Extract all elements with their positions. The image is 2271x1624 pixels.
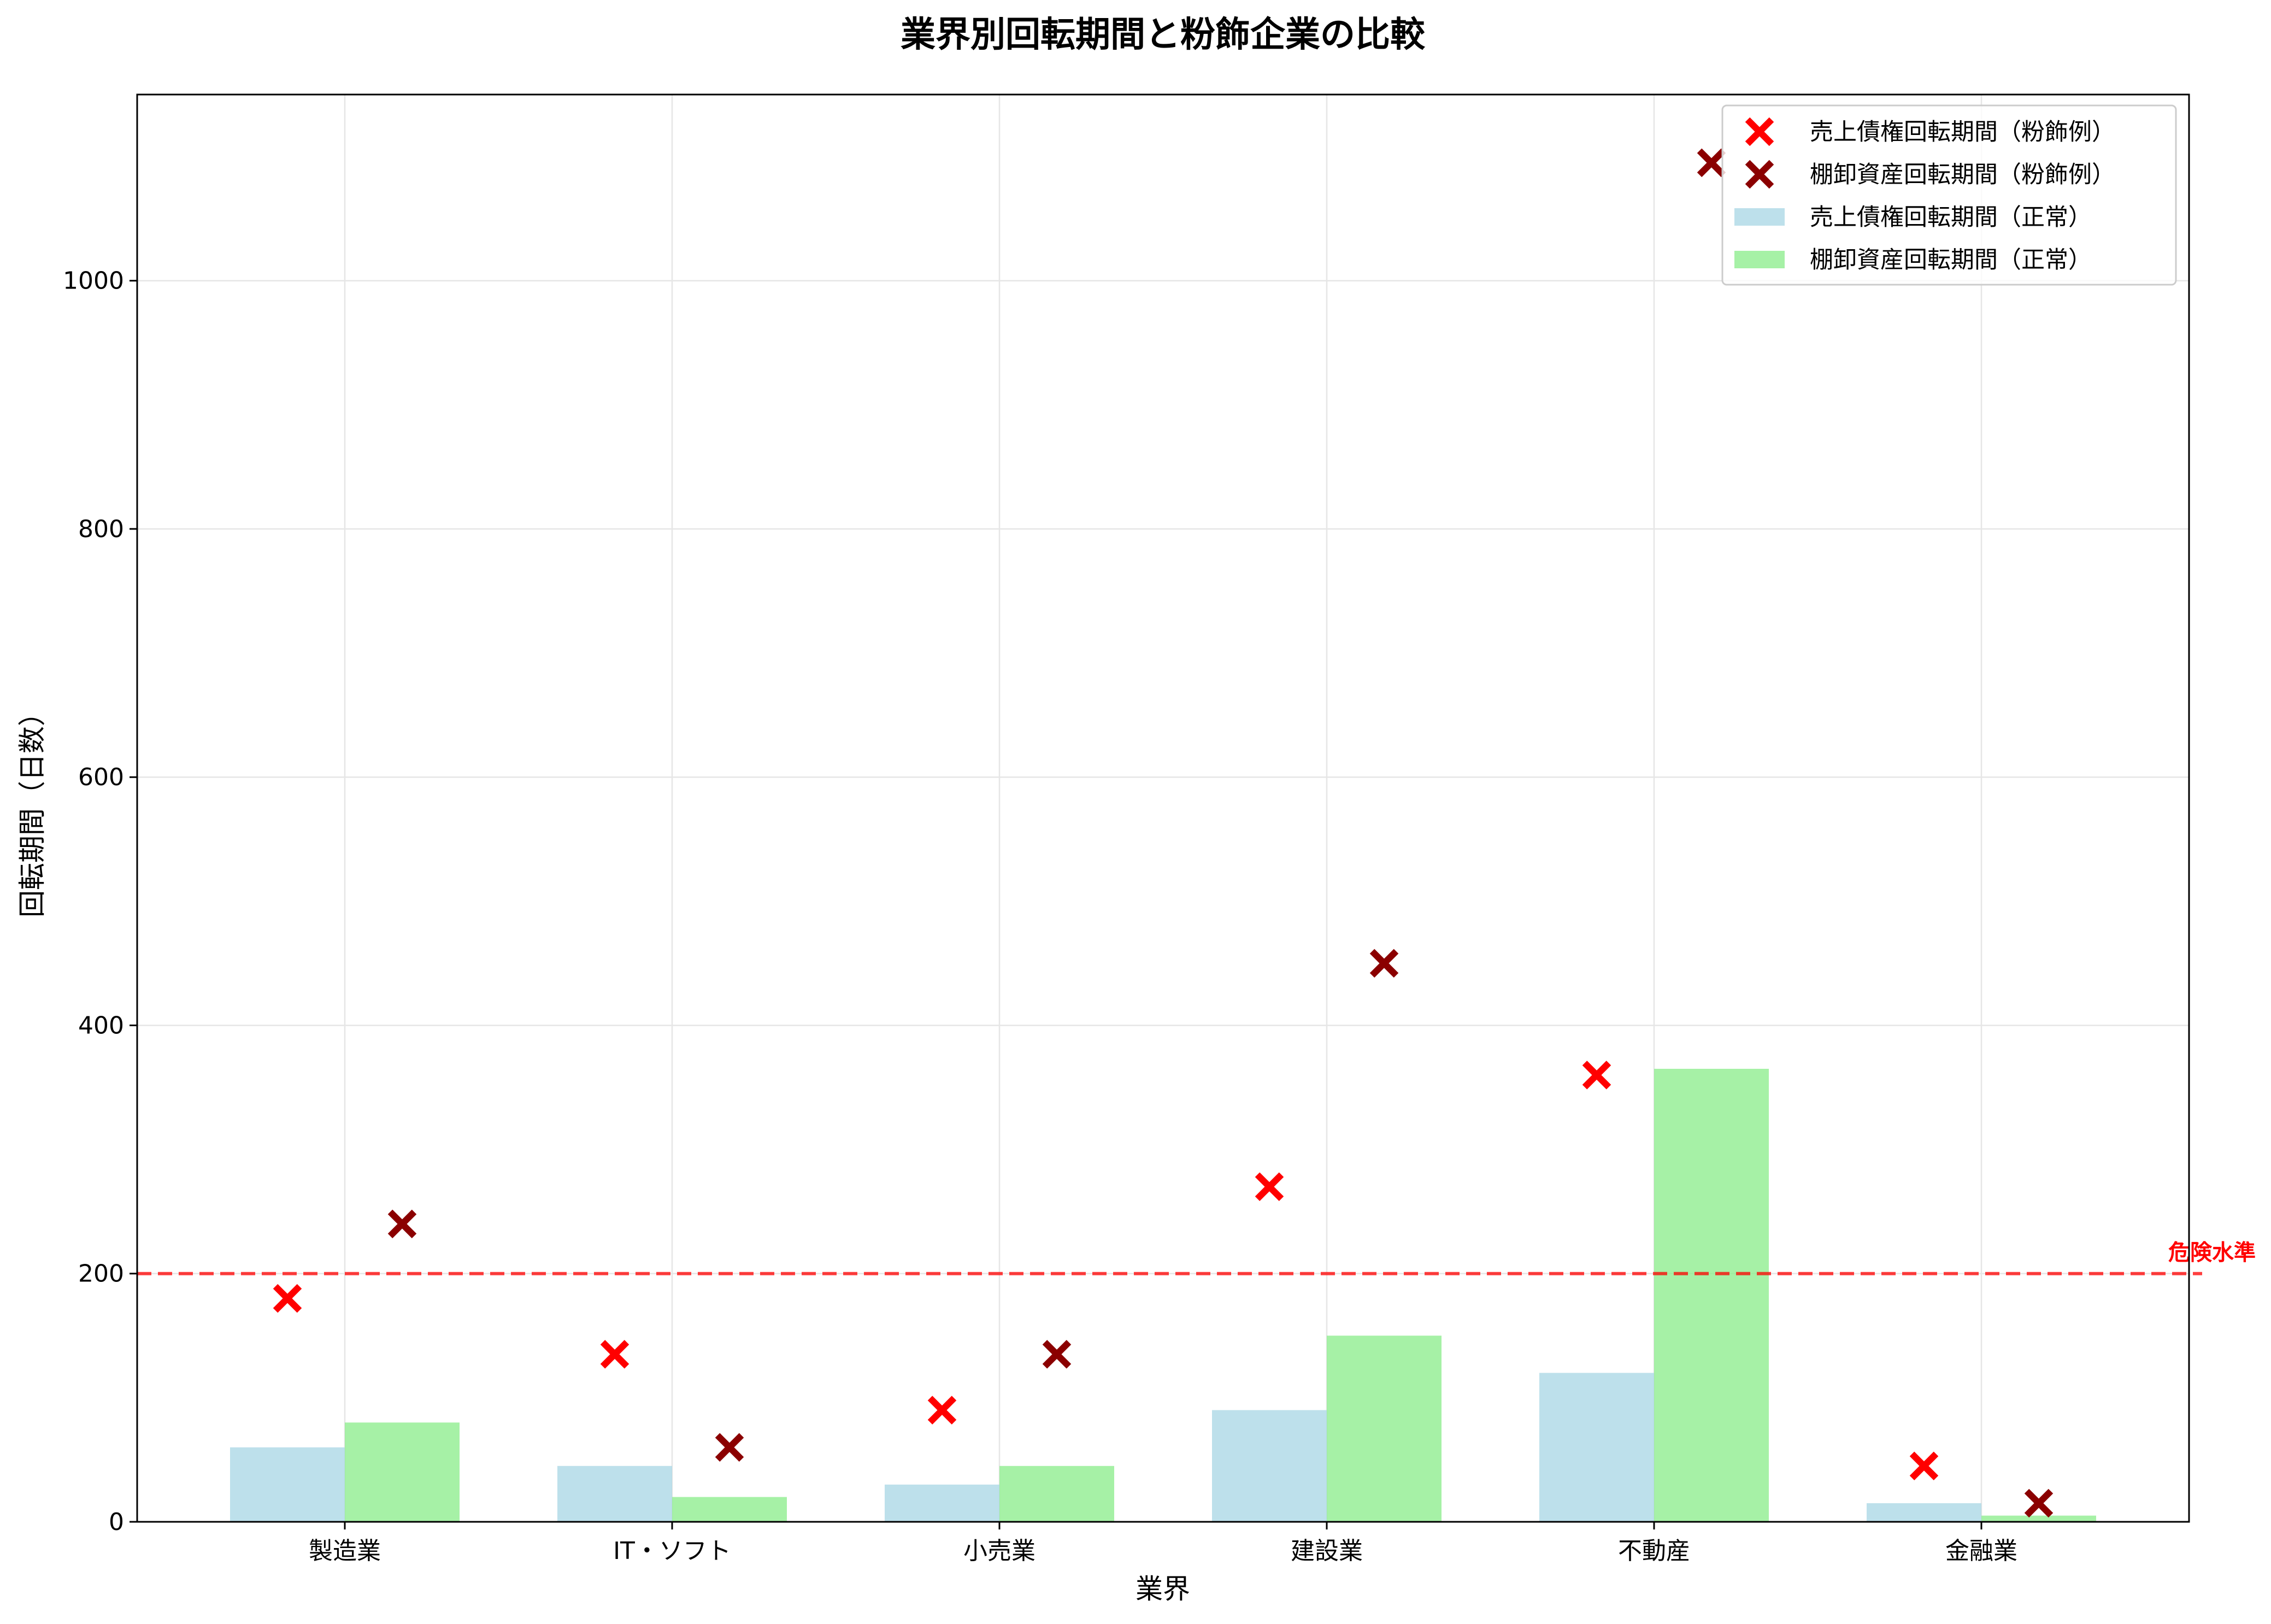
grid-layer <box>137 95 2189 1523</box>
x-marker <box>1369 949 1399 978</box>
bars-layer <box>230 1068 2096 1522</box>
y-tick-label: 200 <box>78 1260 124 1288</box>
y-tick-label: 1000 <box>63 267 124 295</box>
bar <box>1212 1410 1327 1522</box>
legend-label: 売上債権回転期間（粉飾例） <box>1810 119 2115 146</box>
bar <box>230 1447 345 1522</box>
y-tick-label: 0 <box>109 1508 124 1536</box>
x-tick-label: 小売業 <box>963 1537 1036 1565</box>
bar <box>557 1466 672 1522</box>
x-marker <box>1042 1340 1072 1369</box>
x-tick-label: 建設業 <box>1291 1537 1363 1565</box>
danger-threshold-label: 危険水準 <box>2168 1240 2256 1266</box>
y-tick-label: 800 <box>78 515 124 543</box>
bar <box>1867 1503 1981 1522</box>
x-axis-label: 業界 <box>1136 1573 1190 1605</box>
bar <box>672 1497 787 1522</box>
bar <box>1654 1068 1769 1522</box>
x-marker <box>387 1209 417 1239</box>
x-marker <box>927 1396 957 1425</box>
x-marker <box>600 1340 629 1369</box>
x-marker <box>1909 1451 1939 1481</box>
bar <box>345 1422 460 1522</box>
y-tick-label: 600 <box>78 763 124 791</box>
y-axis-label: 回転期間（日数） <box>16 699 48 917</box>
reference-line-layer: 危険水準 <box>137 1240 2256 1275</box>
legend-box <box>1721 104 2177 286</box>
x-marker <box>1697 148 1726 178</box>
y-axis: 0 200 400 600 800 1000 <box>63 267 137 1536</box>
legend-marker <box>1745 117 1774 146</box>
legend-marker <box>1745 160 1774 189</box>
x-tick-label: 不動産 <box>1618 1537 1690 1565</box>
legend-label: 売上債権回転期間（正常） <box>1810 204 2092 231</box>
x-marker <box>1582 1061 1611 1090</box>
legend-swatch <box>1734 251 1785 268</box>
bar <box>1327 1335 1442 1522</box>
legend-label: 棚卸資産回転期間（正常） <box>1810 246 2092 274</box>
x-marker <box>2024 1488 2054 1518</box>
x-axis: 製造業 IT・ソフト 小売業 建設業 不動産 金融業 <box>309 1522 2017 1565</box>
x-marker <box>273 1284 302 1313</box>
x-marker <box>715 1433 744 1462</box>
x-tick-label: 製造業 <box>309 1537 381 1565</box>
x-marker <box>1255 1172 1284 1201</box>
bar <box>999 1466 1114 1522</box>
x-tick-label: IT・ソフト <box>613 1537 731 1565</box>
bar <box>1539 1373 1654 1522</box>
legend-label: 棚卸資産回転期間（粉飾例） <box>1810 161 2115 189</box>
y-tick-label: 400 <box>78 1011 124 1039</box>
plot-frame <box>136 93 2190 1523</box>
bar <box>885 1484 999 1522</box>
bar <box>1981 1515 2096 1522</box>
markers-layer <box>273 148 2054 1518</box>
legend-swatch <box>1734 208 1785 226</box>
legend: 売上債権回転期間（粉飾例） 棚卸資産回転期間（粉飾例） 売上債権回転期間（正常） 棚卸… <box>1721 104 2177 286</box>
chart-title: 業界別回転期間と粉飾企業の比較 <box>901 15 1426 55</box>
x-tick-label: 金融業 <box>1945 1537 2017 1565</box>
